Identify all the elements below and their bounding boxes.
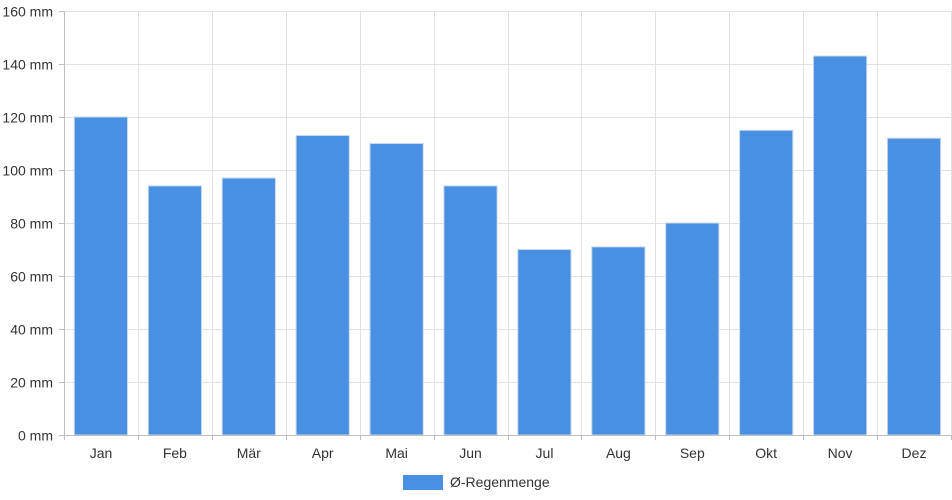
y-tick-label: 140 mm (2, 57, 53, 73)
y-tick-label: 80 mm (10, 216, 53, 232)
bar-mai[interactable] (369, 143, 424, 436)
axes (59, 11, 952, 440)
x-tick-label: Okt (755, 445, 777, 461)
y-tick-label: 100 mm (2, 163, 53, 179)
y-axis-tick-labels: 0 mm 20 mm 40 mm 60 mm 80 mm 100 mm 120 mm 140 … (2, 4, 53, 444)
x-tick-label: Aug (606, 445, 631, 461)
bars (73, 55, 942, 436)
y-tick-label: 0 mm (18, 428, 53, 444)
y-tick-label: 20 mm (10, 375, 53, 391)
bar-jul[interactable] (517, 249, 572, 436)
x-tick-label: Apr (312, 445, 334, 461)
bar-sep[interactable] (665, 222, 720, 436)
x-tick-label: Mai (385, 445, 408, 461)
bar-apr[interactable] (295, 135, 350, 436)
bar-aug[interactable] (591, 246, 646, 436)
legend[interactable]: Ø-Regenmenge (403, 474, 550, 490)
bar-okt[interactable] (739, 129, 794, 436)
x-tick-label: Jun (459, 445, 482, 461)
x-tick-label: Mär (237, 445, 261, 461)
legend-label: Ø-Regenmenge (450, 474, 550, 490)
y-tick-label: 120 mm (2, 110, 53, 126)
bar-jan[interactable] (73, 116, 129, 436)
x-axis-tick-labels: Jan Feb Mär Apr Mai Jun Jul Aug Sep Okt Nov Dez (90, 445, 927, 461)
y-tick-label: 60 mm (10, 269, 53, 285)
x-tick-label: Jan (90, 445, 113, 461)
x-tick-label: Sep (680, 445, 705, 461)
x-tick-label: Feb (163, 445, 187, 461)
bar-mär[interactable] (221, 177, 276, 436)
bar-jun[interactable] (443, 185, 498, 436)
bar-dez[interactable] (886, 137, 942, 436)
x-tick-label: Dez (902, 445, 927, 461)
y-tick-label: 160 mm (2, 4, 53, 20)
x-tick-label: Nov (828, 445, 853, 461)
legend-swatch (403, 475, 443, 490)
y-tick-label: 40 mm (10, 322, 53, 338)
grid-lines (64, 11, 952, 435)
bar-feb[interactable] (147, 185, 203, 436)
x-tick-label: Jul (536, 445, 554, 461)
bar-nov[interactable] (813, 55, 868, 436)
